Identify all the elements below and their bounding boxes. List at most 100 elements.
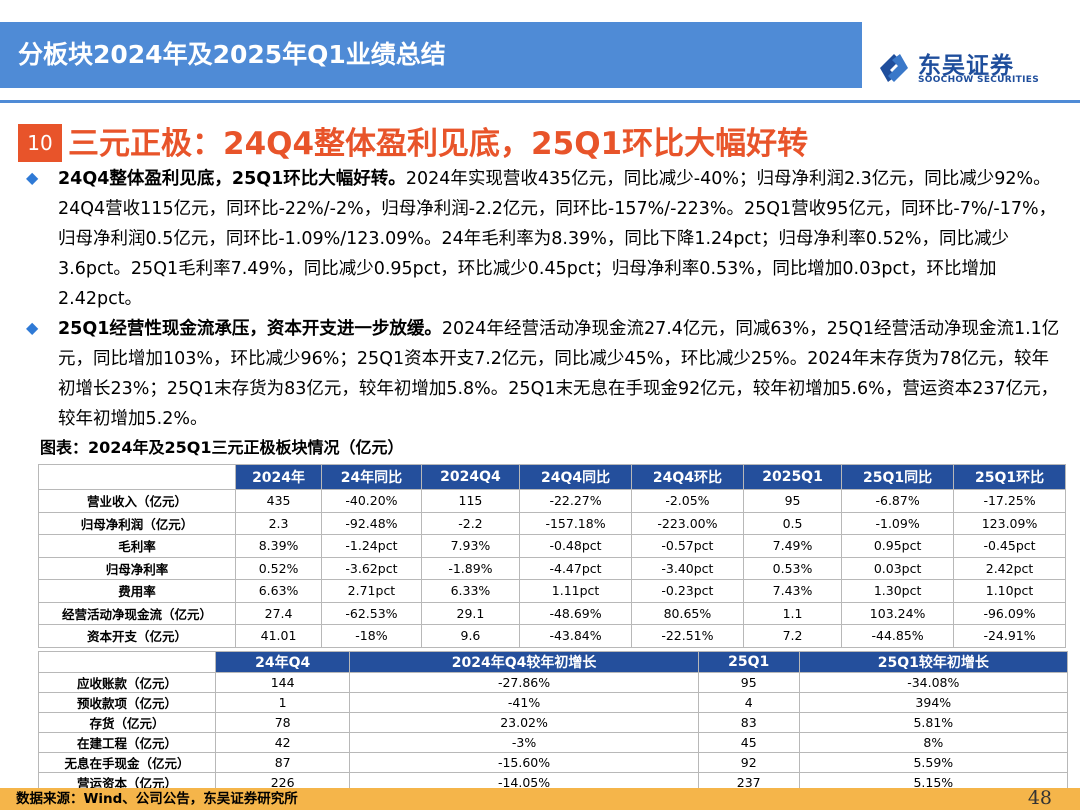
- table-cell: 1.11pct: [519, 579, 632, 603]
- table-row: 归母净利润（亿元） 2.3 -92.48% -2.2 -157.18% -223.00% 0…: [38, 511, 1066, 535]
- row-label: 应收账款（亿元）: [38, 672, 216, 693]
- bullet-body: 2024年实现营收435亿元，同比减少-40%；归母净利润2.3亿元，同比减少9…: [58, 169, 1057, 309]
- row-label: 毛利率: [38, 534, 236, 558]
- table-cell: 23.02%: [349, 712, 699, 733]
- table-cell: -0.23pct: [630, 579, 744, 603]
- logo-name-cn: 东吴证券: [918, 53, 1014, 79]
- column-header: 25Q1环比: [953, 464, 1066, 490]
- table-cell: 115: [420, 489, 521, 513]
- table-cell: -62.53%: [321, 601, 422, 625]
- table-cell: -6.87%: [841, 489, 955, 513]
- table-cell: -40.20%: [321, 489, 422, 513]
- table-cell: 6.33%: [420, 579, 521, 603]
- table-row: 费用率 6.63% 2.71pct 6.33% 1.11pct -0.23pct 7.43%…: [38, 579, 1066, 603]
- table-cell: 95: [697, 672, 800, 693]
- table-header-row: 2024年 24年同比 2024Q4 24Q4同比 24Q4环比 2025Q1 …: [38, 464, 1066, 490]
- table-cell: -1.89%: [420, 556, 521, 580]
- table-cell: -43.84%: [519, 624, 632, 648]
- footer-bar: 数据来源：Wind、公司公告，东吴证券研究所 48: [0, 787, 1080, 810]
- table-cell: 95: [742, 489, 843, 513]
- table-cell: 27.4: [234, 601, 323, 625]
- row-label: 无息在手现金（亿元）: [38, 752, 216, 773]
- table-cell: 0.52%: [234, 556, 323, 580]
- table-cell: 4: [697, 692, 800, 713]
- performance-table: 2024年 24年同比 2024Q4 24Q4同比 24Q4环比 2025Q1 …: [38, 464, 1066, 648]
- row-label: 归母净利润（亿元）: [38, 511, 236, 535]
- section-number-badge: 10: [18, 124, 62, 162]
- table-cell: -92.48%: [321, 511, 422, 535]
- row-label: 资本开支（亿元）: [38, 624, 236, 648]
- table-cell: 1.1: [742, 601, 843, 625]
- column-header: 24年Q4: [214, 651, 351, 673]
- table-cell: -0.45pct: [953, 534, 1066, 558]
- table-row: 无息在手现金（亿元） 87 -15.60% 92 5.59%: [38, 752, 1069, 773]
- row-label: 在建工程（亿元）: [38, 732, 216, 753]
- table-cell: 394%: [798, 692, 1069, 713]
- row-label: 费用率: [38, 579, 236, 603]
- table-cell: 103.24%: [841, 601, 955, 625]
- table-cell: 87: [214, 752, 351, 773]
- diamond-bullet-icon: ◆: [26, 318, 39, 337]
- table-cell: 6.63%: [234, 579, 323, 603]
- table-cell: -223.00%: [630, 511, 744, 535]
- row-label: 归母净利率: [38, 556, 236, 580]
- table-cell: -44.85%: [841, 624, 955, 648]
- table-cell: 7.93%: [420, 534, 521, 558]
- table-cell: 5.15%: [798, 772, 1069, 793]
- table-cell: 144: [214, 672, 351, 693]
- table-row: 归母净利率 0.52% -3.62pct -1.89% -4.47pct -3.40pct…: [38, 556, 1066, 580]
- header-bar: 分板块2024年及2025年Q1业绩总结: [0, 22, 862, 88]
- diamond-bullet-icon: ◆: [26, 168, 39, 187]
- table-cell: 1.10pct: [953, 579, 1066, 603]
- table-cell: -96.09%: [953, 601, 1066, 625]
- table-row: 预收款项（亿元） 1 -41% 4 394%: [38, 692, 1069, 713]
- table-cell: 9.6: [420, 624, 521, 648]
- header-divider: [0, 100, 1080, 103]
- page-title: 分板块2024年及2025年Q1业绩总结: [18, 40, 446, 69]
- table-cell: -34.08%: [798, 672, 1069, 693]
- table-cell: 2.42pct: [953, 556, 1066, 580]
- table-row: 存货（亿元） 78 23.02% 83 5.81%: [38, 712, 1069, 733]
- bullet-lead: 24Q4整体盈利见底，25Q1环比大幅好转。: [58, 169, 406, 189]
- table-cell: -2.05%: [630, 489, 744, 513]
- table-row: 在建工程（亿元） 42 -3% 45 8%: [38, 732, 1069, 753]
- table-cell: 0.03pct: [841, 556, 955, 580]
- table-cell: 7.43%: [742, 579, 843, 603]
- table-row: 营业收入（亿元） 435 -40.20% 115 -22.27% -2.05% 95 -6.8…: [38, 489, 1066, 513]
- table-row: 资本开支（亿元） 41.01 -18% 9.6 -43.84% -22.51% 7.2 -44…: [38, 624, 1066, 648]
- column-header: 2024年: [234, 464, 323, 490]
- table-cell: 8%: [798, 732, 1069, 753]
- table-cell: 0.95pct: [841, 534, 955, 558]
- table-cell: -15.60%: [349, 752, 699, 773]
- logo-name-en: SOOCHOW SECURITIES: [918, 75, 1039, 85]
- table-cell: 123.09%: [953, 511, 1066, 535]
- table-cell: -3%: [349, 732, 699, 753]
- table-cell: 0.53%: [742, 556, 843, 580]
- column-header: 25Q1: [697, 651, 800, 673]
- table-cell: -48.69%: [519, 601, 632, 625]
- table-caption: 图表：2024年及25Q1三元正极板块情况（亿元）: [40, 438, 404, 457]
- column-header: 25Q1同比: [841, 464, 955, 490]
- table-cell: -41%: [349, 692, 699, 713]
- section-title: 三元正极：24Q4整体盈利见底，25Q1环比大幅好转: [68, 126, 809, 162]
- table-cell: -27.86%: [349, 672, 699, 693]
- table-cell: 42: [214, 732, 351, 753]
- row-label: 存货（亿元）: [38, 712, 216, 733]
- column-header: 2025Q1: [742, 464, 843, 490]
- table-cell: 8.39%: [234, 534, 323, 558]
- table-cell: -157.18%: [519, 511, 632, 535]
- column-header: 2024Q4: [420, 464, 521, 490]
- table-cell: 435: [234, 489, 323, 513]
- table-cell: -22.27%: [519, 489, 632, 513]
- table-row: 经营活动净现金流（亿元） 27.4 -62.53% 29.1 -48.69% 80.65%…: [38, 601, 1066, 625]
- data-source: 数据来源：Wind、公司公告，东吴证券研究所: [16, 791, 298, 807]
- table-cell: -17.25%: [953, 489, 1066, 513]
- table-cell: 80.65%: [630, 601, 744, 625]
- table-row: 应收账款（亿元） 144 -27.86% 95 -34.08%: [38, 672, 1069, 693]
- table-cell: -22.51%: [630, 624, 744, 648]
- balance-table: 24年Q4 2024年Q4较年初增长 25Q1 25Q1较年初增长 应收账款（亿…: [38, 651, 1069, 793]
- table-cell: 83: [697, 712, 800, 733]
- table-cell: 5.59%: [798, 752, 1069, 773]
- row-label: 经营活动净现金流（亿元）: [38, 601, 236, 625]
- table-cell: -1.24pct: [321, 534, 422, 558]
